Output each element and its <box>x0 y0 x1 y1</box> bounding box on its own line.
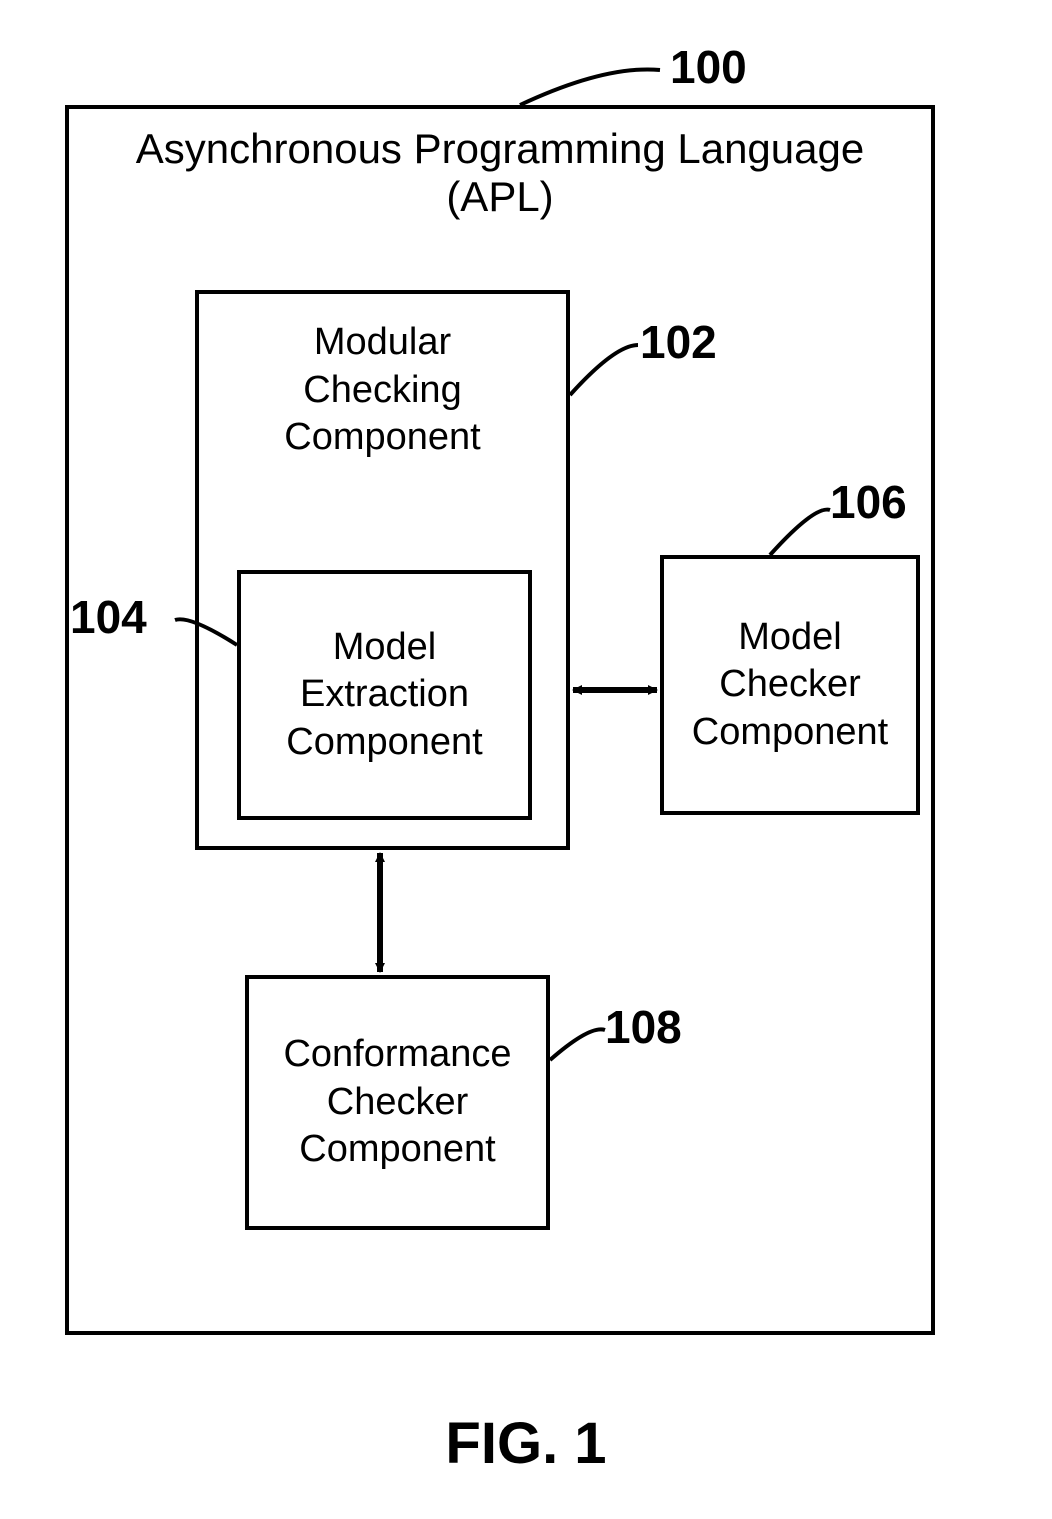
conformance-checker-text: Conformance Checker Component <box>283 1031 511 1174</box>
model-extraction-box: Model Extraction Component <box>237 570 532 820</box>
model-checker-text: Model Checker Component <box>692 614 888 757</box>
figure-caption: FIG. 1 <box>0 1410 1052 1477</box>
label-108: 108 <box>605 1000 682 1054</box>
outer-box-title: Asynchronous Programming Language (APL) <box>65 125 935 221</box>
diagram-figure-1: Asynchronous Programming Language (APL) … <box>0 0 1052 1519</box>
label-100: 100 <box>670 40 747 94</box>
conformance-checker-box: Conformance Checker Component <box>245 975 550 1230</box>
label-106: 106 <box>830 475 907 529</box>
label-102: 102 <box>640 315 717 369</box>
leader-100 <box>520 69 660 105</box>
label-104: 104 <box>70 590 147 644</box>
model-extraction-text: Model Extraction Component <box>286 624 482 767</box>
modular-checking-text: Modular Checking Component <box>284 319 480 462</box>
model-checker-box: Model Checker Component <box>660 555 920 815</box>
